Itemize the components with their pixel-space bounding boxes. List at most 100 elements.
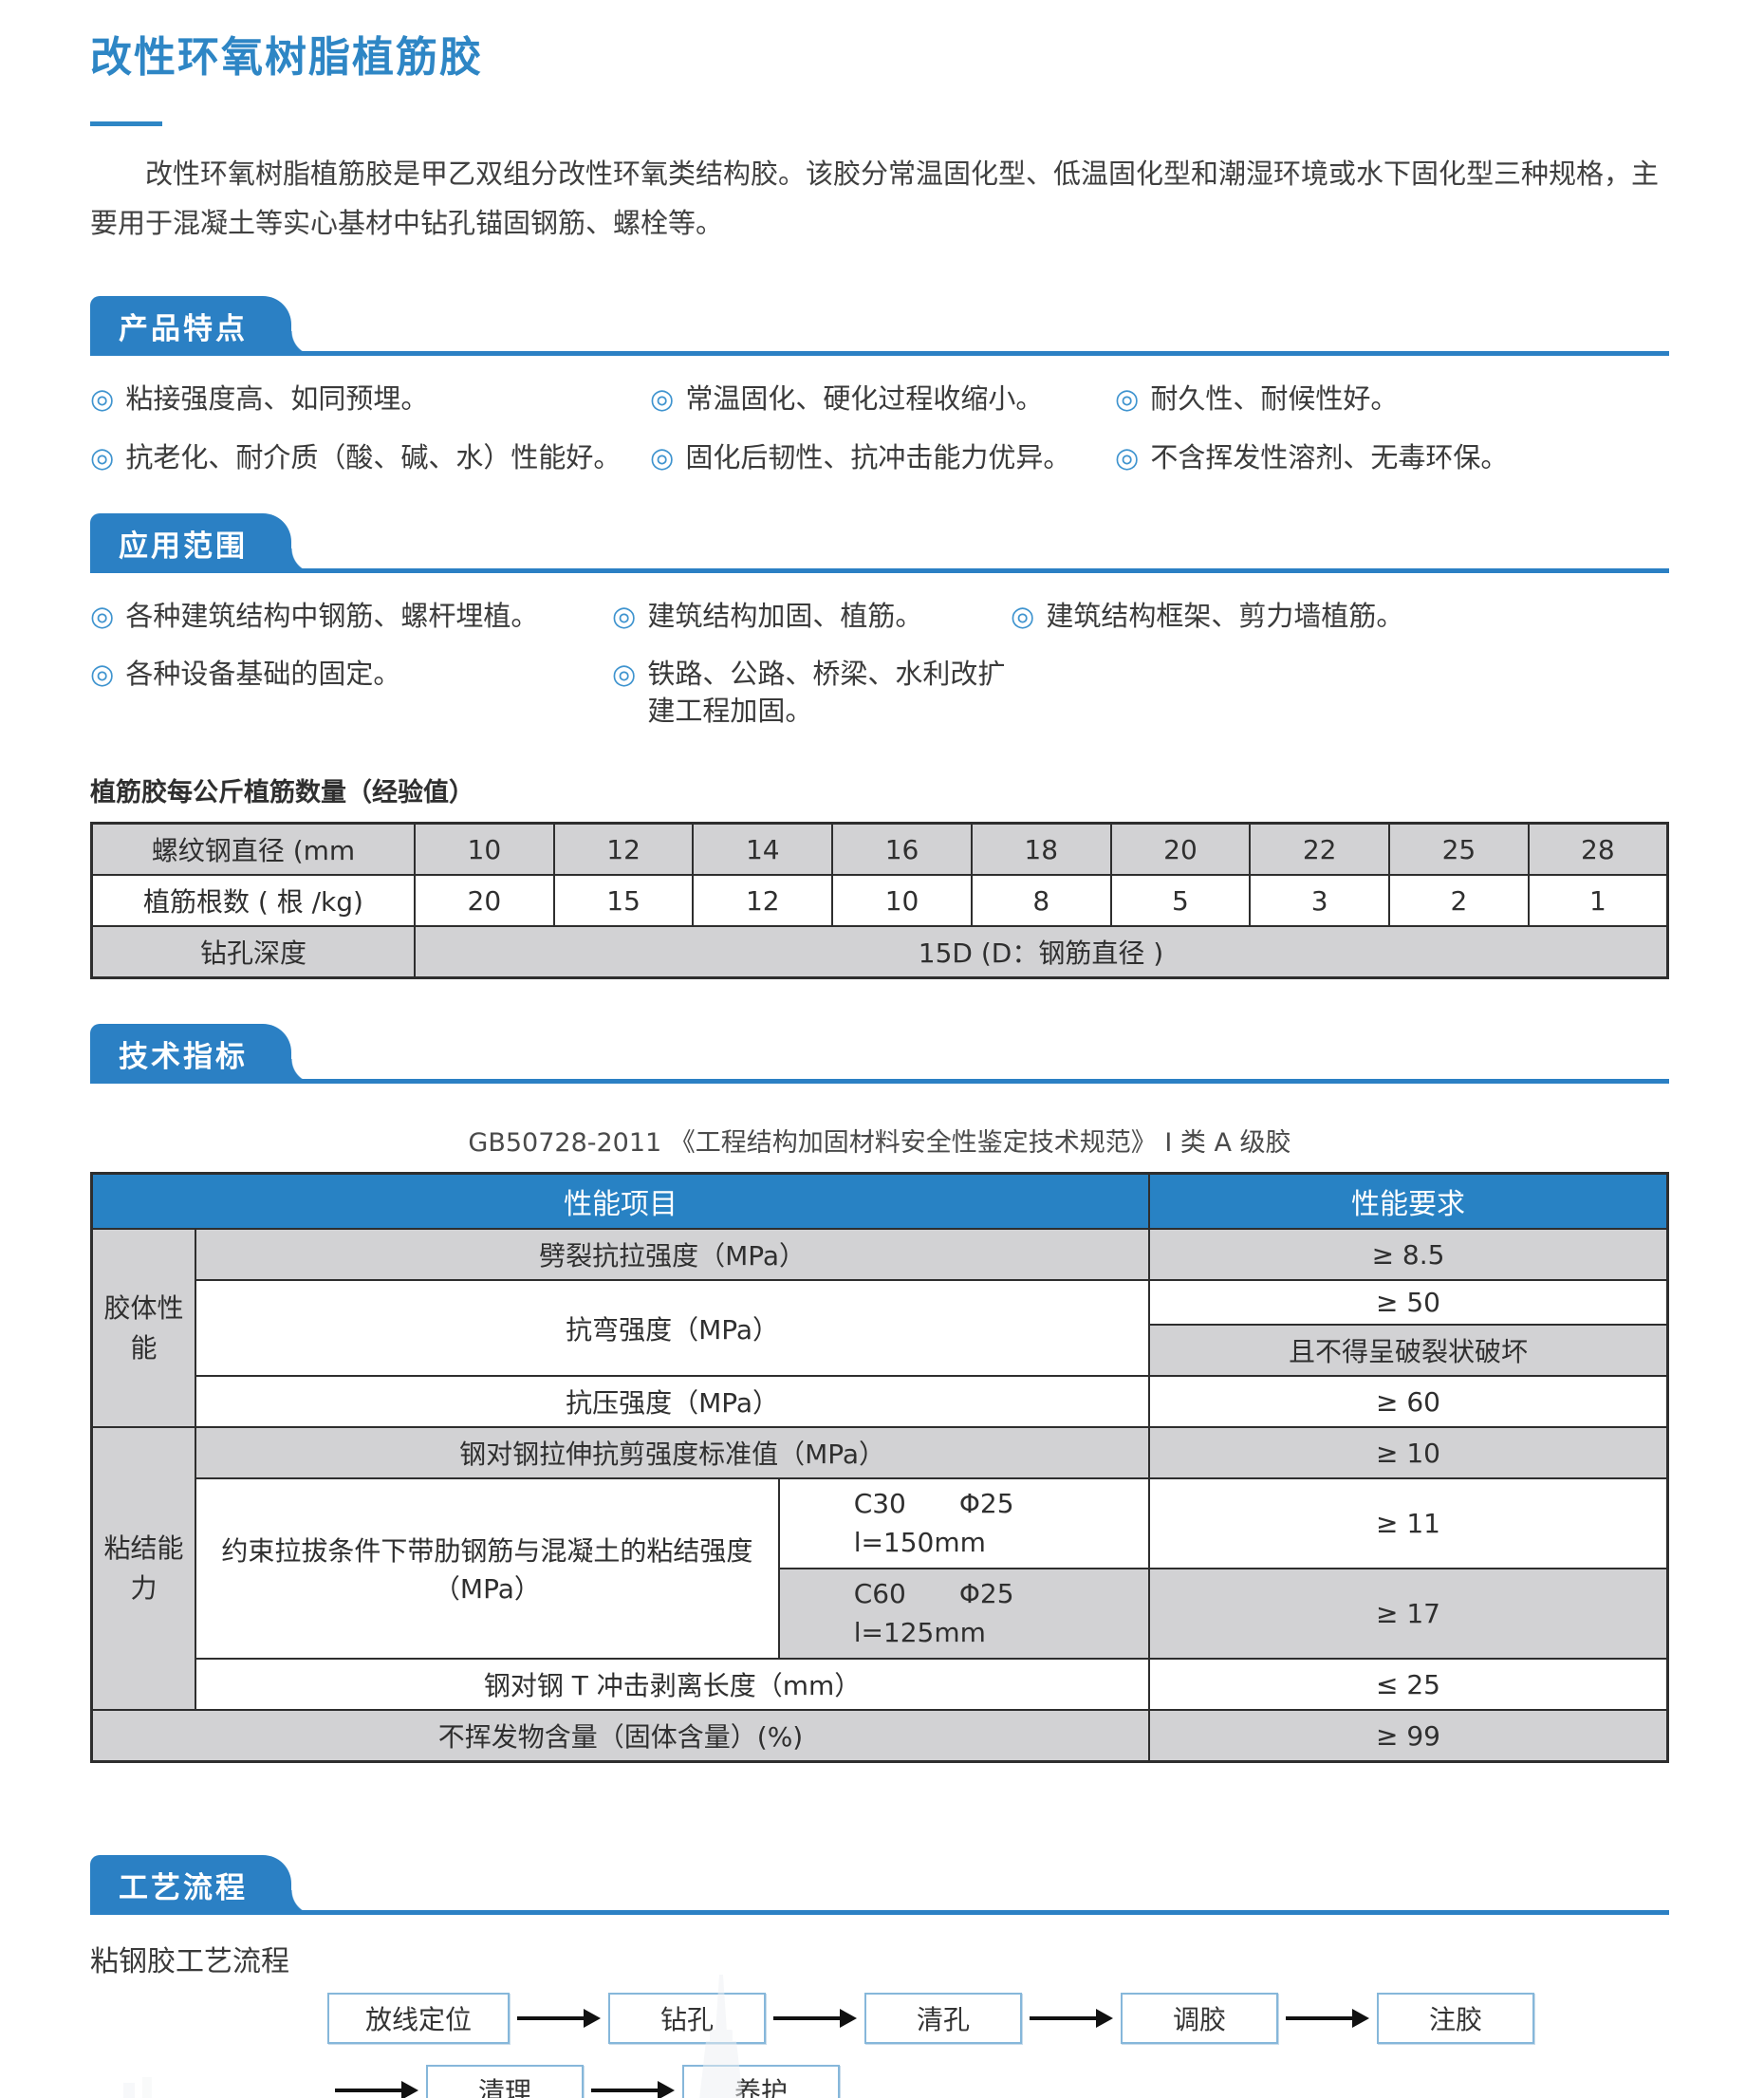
spec-diameter: Φ25 xyxy=(958,1578,1014,1610)
cell: 25 xyxy=(1388,822,1530,877)
double-circle-bullet-icon: ◎ xyxy=(612,657,637,690)
table-row: 植筋根数 ( 根 /kg) 20 15 12 10 8 5 3 2 1 xyxy=(90,874,1669,928)
list-item: ◎ 耐久性、耐候性好。 xyxy=(1115,381,1669,418)
arrow-right-icon xyxy=(1286,2009,1369,2029)
spec-cell: C30 Φ25 l=150mm xyxy=(777,1477,1151,1570)
section-badge-features: 产品特点 xyxy=(90,288,316,357)
spec-line2: l=125mm xyxy=(853,1616,986,1648)
row-header: 钻孔深度 xyxy=(90,925,416,979)
section-head-applications: 应用范围 xyxy=(90,504,1669,573)
process-subtitle: 粘钢胶工艺流程 xyxy=(90,1945,289,1979)
property-cell: 钢对钢 T 冲击剥离长度（mm） xyxy=(195,1658,1151,1712)
value-cell: ≥ 50 xyxy=(1148,1279,1669,1327)
list-item: ◎ 各种建筑结构中钢筋、螺杆埋植。 xyxy=(90,598,612,635)
column-header-requirement: 性能要求 xyxy=(1148,1172,1669,1231)
double-circle-bullet-icon: ◎ xyxy=(1115,440,1140,473)
tech-standard-caption: GB50728-2011 《工程结构加固材料安全性鉴定技术规范》 I 类 A 级… xyxy=(468,1128,1291,1159)
cell: 12 xyxy=(692,874,834,928)
rebar-count-table: 螺纹钢直径 (mm 10 12 14 16 18 20 22 25 28 植筋根… xyxy=(90,822,1669,980)
double-circle-bullet-icon: ◎ xyxy=(90,657,115,690)
double-circle-bullet-icon: ◎ xyxy=(90,599,115,632)
arrow-right-icon xyxy=(335,2081,418,2098)
cell: 28 xyxy=(1527,822,1669,877)
arrow-right-icon xyxy=(1030,2009,1113,2029)
list-item-text: 建筑结构框架、剪力墙植筋。 xyxy=(1046,599,1404,632)
cell: 8 xyxy=(970,874,1112,928)
section-badge-applications: 应用范围 xyxy=(90,504,316,573)
applications-list: ◎ 各种建筑结构中钢筋、螺杆埋植。 ◎ 建筑结构加固、植筋。 ◎ 建筑结构框架、剪力墙… xyxy=(90,598,1669,730)
intro-paragraph: 改性环氧树脂植筋胶是甲乙双组分改性环氧类结构胶。该胶分常温固化型、低温固化型和潮… xyxy=(90,158,1660,240)
process-flow-row-1: 放线定位 钻孔 清孔 调胶 注胶 xyxy=(327,1993,1669,2045)
cell: 3 xyxy=(1249,874,1391,928)
cell: 15D (D：钢筋直径 ) xyxy=(414,925,1669,979)
process-step-box: 清孔 xyxy=(864,1993,1022,2045)
section-head-tech: 技术指标 xyxy=(90,1015,1669,1085)
spec-line2: l=150mm xyxy=(853,1526,986,1558)
double-circle-bullet-icon: ◎ xyxy=(90,382,115,416)
table-row: 不挥发物含量（固体含量）(%) ≥ 99 xyxy=(90,1709,1669,1763)
process-step-box: 注胶 xyxy=(1377,1993,1534,2045)
arrow-right-icon xyxy=(773,2009,857,2029)
list-item-text: 抗老化、耐介质（酸、碱、水）性能好。 xyxy=(125,440,622,473)
group-header: 胶体性能 xyxy=(90,1228,197,1429)
spec-line1: C60 Φ25 xyxy=(854,1575,1144,1614)
cell: 10 xyxy=(831,874,973,928)
group-header: 粘结能力 xyxy=(90,1426,197,1712)
property-cell: 抗压强度（MPa） xyxy=(195,1375,1151,1429)
list-item-text: 固化后韧性、抗冲击能力优异。 xyxy=(685,440,1071,473)
watermark-tower-graphic xyxy=(699,1975,743,2098)
value-cell: ≥ 17 xyxy=(1148,1568,1669,1661)
table-row: 抗弯强度（MPa） ≥ 50 xyxy=(92,1279,1669,1378)
section-head-process: 工艺流程 xyxy=(90,1847,1669,1916)
value-cell: ≥ 10 xyxy=(1148,1426,1669,1480)
table-row: 螺纹钢直径 (mm 10 12 14 16 18 20 22 25 28 xyxy=(90,822,1669,877)
process-step-box: 放线定位 xyxy=(327,1993,510,2045)
value-cell: ≥ 8.5 xyxy=(1148,1228,1669,1282)
cell: 5 xyxy=(1109,874,1252,928)
list-item-text: 建筑结构加固、植筋。 xyxy=(647,599,923,632)
double-circle-bullet-icon: ◎ xyxy=(612,599,637,632)
rebar-table-caption: 植筋胶每公斤植筋数量（经验值） xyxy=(90,778,474,808)
list-item: ◎ 各种设备基础的固定。 xyxy=(90,656,612,730)
table-row: 胶体性能 劈裂抗拉强度（MPa） ≥ 8.5 xyxy=(90,1228,1669,1429)
row-header: 螺纹钢直径 (mm xyxy=(90,822,416,877)
double-circle-bullet-icon: ◎ xyxy=(90,440,115,473)
list-item: ◎ 建筑结构加固、植筋。 xyxy=(612,598,1011,635)
property-cell: 劈裂抗拉强度（MPa） xyxy=(195,1228,1151,1282)
table-row: 钻孔深度 15D (D：钢筋直径 ) xyxy=(90,925,1669,979)
spec-grade: C30 xyxy=(853,1488,906,1520)
double-circle-bullet-icon: ◎ xyxy=(650,382,675,416)
property-text-line1: 约束拉拔条件下带肋钢筋与混凝土的粘结强度 xyxy=(221,1535,753,1568)
list-item: ◎ 常温固化、硬化过程收缩小。 xyxy=(650,381,1115,418)
double-circle-bullet-icon: ◎ xyxy=(1011,599,1035,632)
list-item-text: 常温固化、硬化过程收缩小。 xyxy=(685,382,1044,416)
cell: 16 xyxy=(831,822,973,877)
value-cell: ≥ 99 xyxy=(1148,1709,1669,1763)
table-row: 约束拉拔条件下带肋钢筋与混凝土的粘结强度 （MPa） C30 Φ25 l=150m… xyxy=(92,1477,1669,1661)
section-badge-tech: 技术指标 xyxy=(90,1015,316,1085)
cell: 20 xyxy=(1109,822,1252,877)
list-item-text: 耐久性、耐候性好。 xyxy=(1150,382,1399,416)
table-row: 钢对钢 T 冲击剥离长度（mm） ≤ 25 xyxy=(92,1658,1669,1712)
row-header: 植筋根数 ( 根 /kg) xyxy=(90,874,416,928)
list-item-text: 不含挥发性溶剂、无毒环保。 xyxy=(1150,440,1509,473)
cell: 22 xyxy=(1249,822,1391,877)
watermark-mark-graphic xyxy=(123,2077,152,2098)
list-item-text: 各种建筑结构中钢筋、螺杆埋植。 xyxy=(125,599,539,632)
features-list: ◎ 粘接强度高、如同预埋。 ◎ 常温固化、硬化过程收缩小。 ◎ 耐久性、耐候性好。 ◎… xyxy=(90,381,1669,475)
title-underline xyxy=(90,121,162,126)
property-cell: 抗弯强度（MPa） xyxy=(195,1279,1151,1378)
property-cell: 约束拉拔条件下带肋钢筋与混凝土的粘结强度 （MPa） xyxy=(195,1477,780,1661)
list-item-text: 各种设备基础的固定。 xyxy=(125,657,401,690)
list-item: ◎ 建筑结构框架、剪力墙植筋。 xyxy=(1011,598,1669,635)
page-title: 改性环氧树脂植筋胶 xyxy=(90,33,483,82)
table-row: 抗压强度（MPa） ≥ 60 xyxy=(92,1375,1669,1429)
cell: 18 xyxy=(970,822,1112,877)
value-cell: 且不得呈破裂状破坏 xyxy=(1148,1324,1669,1378)
value-cell: ≥ 11 xyxy=(1148,1477,1669,1570)
cell: 20 xyxy=(414,874,555,928)
spec-line1: C30 Φ25 xyxy=(854,1485,1144,1524)
process-step-box: 钻孔 xyxy=(608,1993,766,2045)
cell: 10 xyxy=(414,822,555,877)
